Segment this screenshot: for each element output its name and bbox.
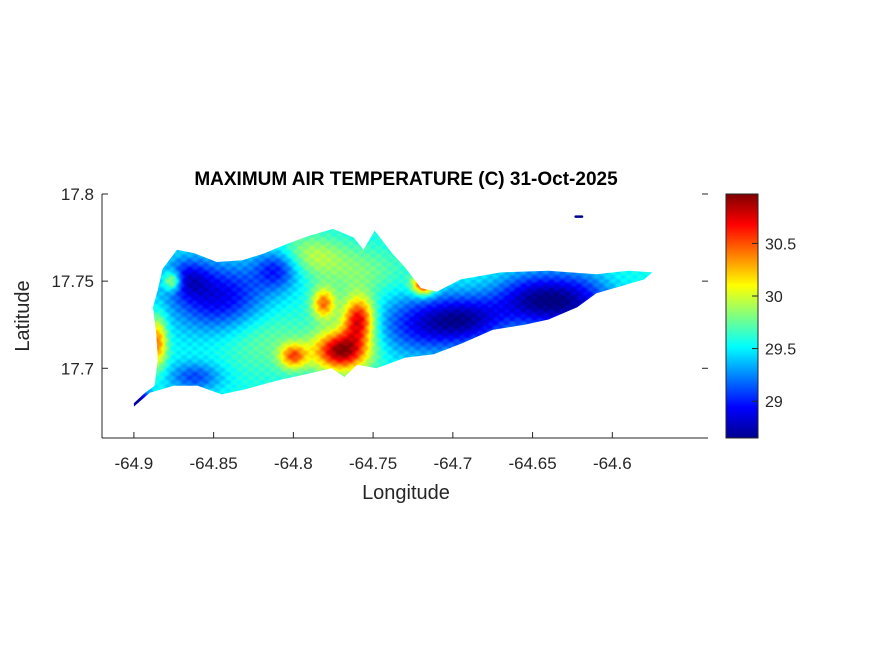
x-tick-label: -64.75 bbox=[349, 454, 397, 473]
chart-title: MAXIMUM AIR TEMPERATURE (C) 31-Oct-2025 bbox=[194, 169, 618, 190]
y-tick-label: 17.7 bbox=[61, 359, 94, 378]
x-tick-label: -64.6 bbox=[593, 454, 632, 473]
colorbar-tick-label: 30.5 bbox=[765, 236, 796, 253]
y-tick-label: 17.75 bbox=[51, 272, 94, 291]
y-tick-label: 17.8 bbox=[61, 185, 94, 204]
y-axis-title: Latitude bbox=[12, 280, 34, 351]
x-tick-label: -64.9 bbox=[115, 454, 154, 473]
x-tick-label: -64.65 bbox=[508, 454, 556, 473]
colorbar-gradient bbox=[725, 193, 759, 439]
x-tick-label: -64.85 bbox=[190, 454, 238, 473]
colorbar-tick-label: 29.5 bbox=[765, 342, 796, 359]
x-ticks: -64.9 -64.85 -64.8 -64.75 -64.7 -64.65 -64.6 bbox=[115, 432, 632, 473]
axes bbox=[101, 194, 708, 439]
colorbar-ticks: 29 29.5 30 30.5 bbox=[752, 236, 796, 411]
x-tick-label: -64.8 bbox=[274, 454, 313, 473]
x-tick-label: -64.7 bbox=[433, 454, 472, 473]
colorbar-tick-label: 29 bbox=[765, 394, 783, 411]
x-axis-title: Longitude bbox=[362, 482, 450, 504]
y-ticks: 17.7 17.75 17.8 bbox=[51, 185, 708, 378]
colorbar-tick-label: 30 bbox=[765, 289, 783, 306]
colorbar: 29 29.5 30 30.5 bbox=[725, 193, 796, 439]
